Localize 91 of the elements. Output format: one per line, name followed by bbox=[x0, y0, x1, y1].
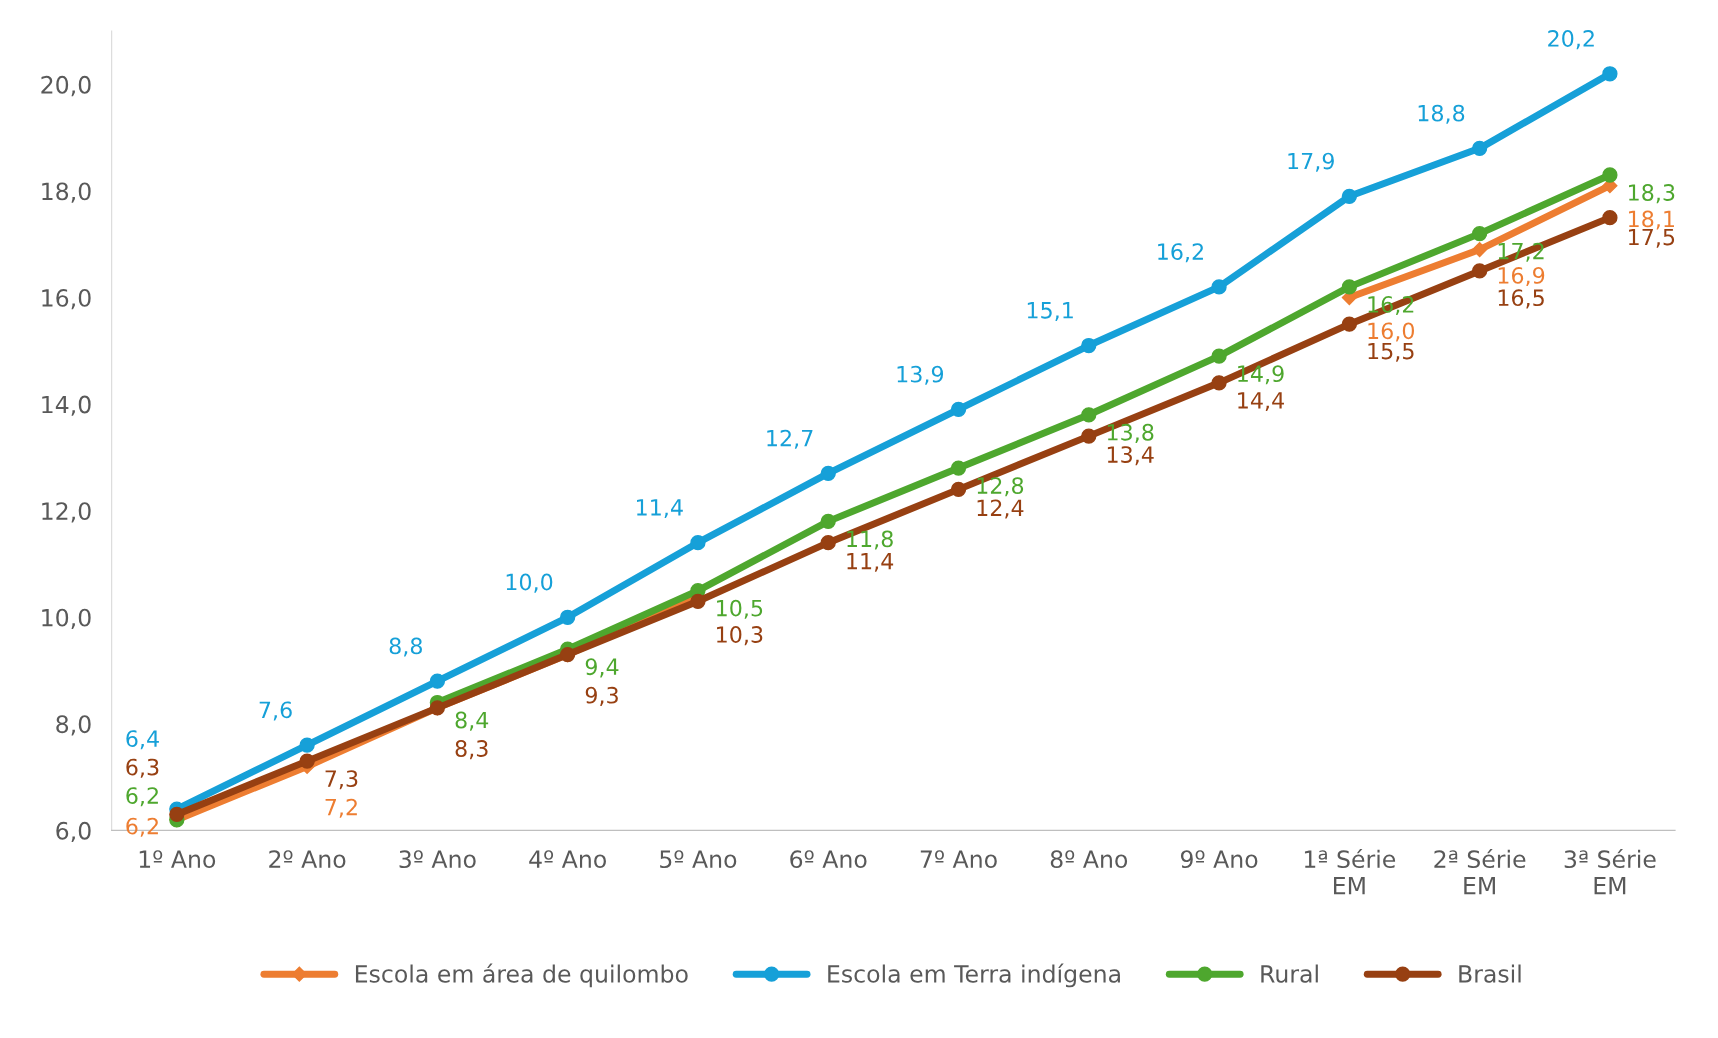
x-tick-label: 5º Ano bbox=[660, 850, 737, 869]
data-label: 8,3 bbox=[455, 740, 488, 760]
data-label: 9,3 bbox=[585, 686, 618, 706]
data-label: 15,1 bbox=[1027, 302, 1073, 321]
data-label: 17,9 bbox=[1288, 152, 1334, 172]
point bbox=[690, 535, 706, 551]
point bbox=[1471, 225, 1488, 242]
x-tick-label: 2ª Série EM bbox=[1434, 848, 1526, 895]
data-label: 18,1 bbox=[1629, 210, 1674, 230]
y-tick-label: 14,0 bbox=[42, 395, 91, 416]
data-label: 6,3 bbox=[126, 758, 159, 778]
point bbox=[1341, 279, 1357, 295]
point bbox=[690, 593, 706, 609]
data-label: 9,4 bbox=[585, 658, 619, 678]
data-label: 12,7 bbox=[767, 429, 813, 449]
x-tick-label: 3ª Série EM bbox=[1564, 848, 1656, 895]
legend-label: Escola em área de quilombo bbox=[355, 963, 688, 988]
data-label: 6,2 bbox=[126, 787, 158, 807]
data-label: 10,5 bbox=[717, 599, 763, 619]
data-label: 6,2 bbox=[126, 817, 158, 837]
legend-label: Brasil bbox=[1459, 964, 1521, 983]
point bbox=[1211, 279, 1227, 295]
point bbox=[1471, 140, 1488, 157]
point bbox=[1081, 337, 1097, 354]
data-label: 14,9 bbox=[1238, 365, 1284, 385]
point bbox=[1472, 242, 1488, 258]
point bbox=[169, 806, 185, 823]
data-label: 8,4 bbox=[455, 711, 489, 731]
point bbox=[950, 401, 967, 418]
x-tick-label: 9º Ano bbox=[1180, 850, 1258, 869]
data-label: 18,3 bbox=[1629, 184, 1675, 204]
data-label: 18,8 bbox=[1418, 104, 1465, 124]
y-tick-label: 16,0 bbox=[42, 289, 91, 310]
data-label: 11,4 bbox=[637, 499, 683, 519]
data-label: 15,5 bbox=[1368, 342, 1414, 362]
point bbox=[1081, 428, 1097, 444]
data-label: 16,2 bbox=[1158, 243, 1203, 263]
x-tick-label: 8º Ano bbox=[1050, 850, 1128, 869]
point bbox=[1602, 167, 1618, 183]
point bbox=[1081, 407, 1097, 423]
point bbox=[299, 737, 315, 753]
y-tick-label: 6,0 bbox=[56, 821, 91, 843]
y-tick-label: 10,0 bbox=[42, 608, 91, 629]
point bbox=[950, 481, 967, 498]
x-tick-label: 2º Ano bbox=[269, 850, 346, 869]
x-tick-label: 1ª Série EM bbox=[1304, 848, 1396, 895]
y-tick-label: 20,0 bbox=[41, 75, 91, 97]
point bbox=[1341, 316, 1357, 332]
point bbox=[1471, 263, 1488, 279]
point bbox=[1211, 375, 1227, 391]
data-label: 16,9 bbox=[1498, 267, 1545, 287]
data-label: 7,3 bbox=[325, 770, 358, 790]
point bbox=[1602, 209, 1618, 226]
point bbox=[820, 535, 836, 551]
point bbox=[1341, 188, 1357, 204]
x-tick-label: 7º Ano bbox=[920, 850, 997, 869]
data-label: 7,6 bbox=[259, 701, 292, 721]
point bbox=[820, 465, 836, 482]
data-label: 14,4 bbox=[1238, 392, 1284, 411]
y-tick-label: 12,0 bbox=[42, 502, 91, 523]
data-label: 8,8 bbox=[389, 637, 422, 657]
data-label: 16,0 bbox=[1368, 322, 1415, 342]
point bbox=[1602, 66, 1618, 82]
data-label: 10,0 bbox=[506, 573, 553, 593]
point bbox=[560, 609, 576, 625]
y-tick-label: 18,0 bbox=[42, 182, 91, 203]
data-label: 13,4 bbox=[1107, 446, 1154, 466]
data-label: 7,2 bbox=[325, 798, 357, 818]
data-label: 16,5 bbox=[1498, 289, 1544, 309]
data-label: 13,9 bbox=[897, 365, 944, 385]
y-tick-label: 8,0 bbox=[56, 715, 91, 736]
point bbox=[820, 513, 836, 529]
data-label: 11,8 bbox=[847, 530, 893, 550]
data-label: 17,5 bbox=[1629, 228, 1675, 248]
data-label: 13,8 bbox=[1107, 423, 1154, 443]
point bbox=[1211, 348, 1227, 364]
x-tick-label: 6º Ano bbox=[790, 850, 867, 869]
point bbox=[950, 460, 967, 476]
legend-label: Escola em Terra indígena bbox=[828, 963, 1120, 988]
point bbox=[299, 753, 315, 769]
data-label: 6,4 bbox=[126, 730, 159, 750]
x-tick-label: 3º Ano bbox=[399, 850, 476, 869]
data-label: 20,2 bbox=[1548, 30, 1594, 50]
data-label: 12,8 bbox=[977, 477, 1024, 497]
legend-label: Rural bbox=[1261, 964, 1318, 983]
x-tick-label: 4º Ano bbox=[529, 850, 606, 869]
point bbox=[429, 673, 446, 689]
data-label: 10,3 bbox=[717, 626, 763, 646]
data-label: 11,4 bbox=[847, 552, 894, 572]
data-label: 12,4 bbox=[977, 499, 1024, 519]
x-tick-label: 1º Ano bbox=[139, 850, 216, 869]
